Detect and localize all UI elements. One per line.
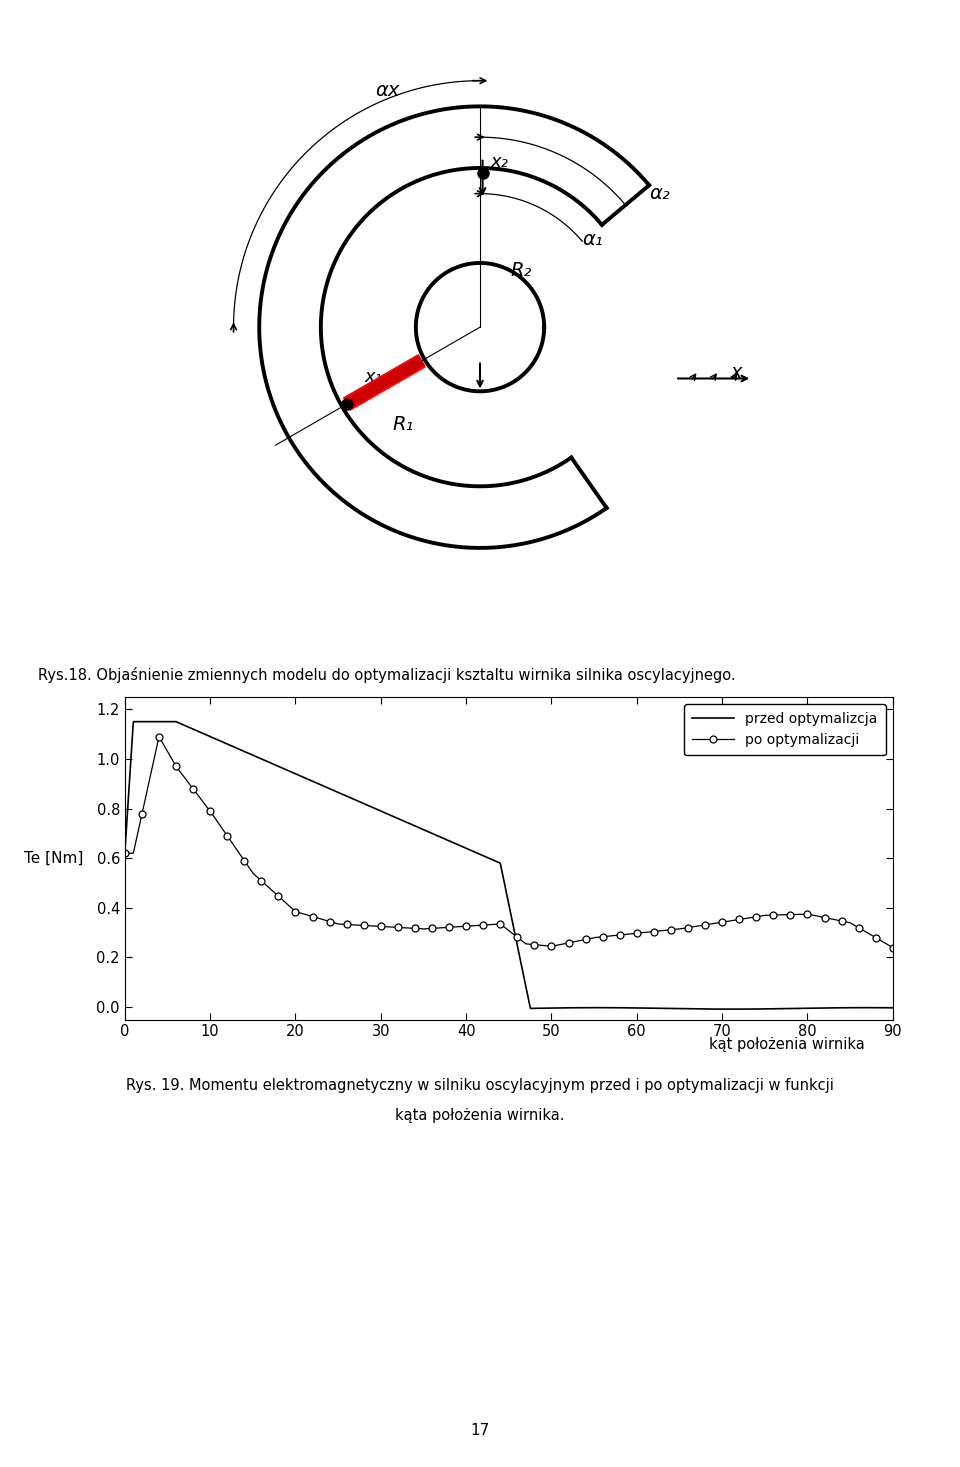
Text: αx: αx: [375, 81, 399, 100]
Text: α₁: α₁: [583, 230, 603, 249]
Legend: przed optymalizcja, po optymalizacji: przed optymalizcja, po optymalizacji: [684, 704, 886, 756]
Text: Rys.18. Objaśnienie zmiennych modelu do optymalizacji ksztaltu wirnika silnika o: Rys.18. Objaśnienie zmiennych modelu do …: [38, 667, 736, 684]
Text: R₂: R₂: [511, 261, 532, 280]
Text: R₁: R₁: [393, 415, 414, 434]
Text: Te [Nm]: Te [Nm]: [24, 851, 84, 866]
Text: x: x: [731, 364, 742, 383]
Text: α₂: α₂: [649, 183, 670, 202]
Text: x₁: x₁: [365, 368, 382, 386]
Text: x₂: x₂: [491, 153, 508, 170]
Text: 17: 17: [470, 1423, 490, 1438]
Text: kąta położenia wirnika.: kąta położenia wirnika.: [396, 1108, 564, 1122]
Text: kąt położenia wirnika: kąt położenia wirnika: [709, 1037, 865, 1052]
Text: Rys. 19. Momentu elektromagnetyczny w silniku oscylacyjnym przed i po optymaliza: Rys. 19. Momentu elektromagnetyczny w si…: [126, 1078, 834, 1093]
